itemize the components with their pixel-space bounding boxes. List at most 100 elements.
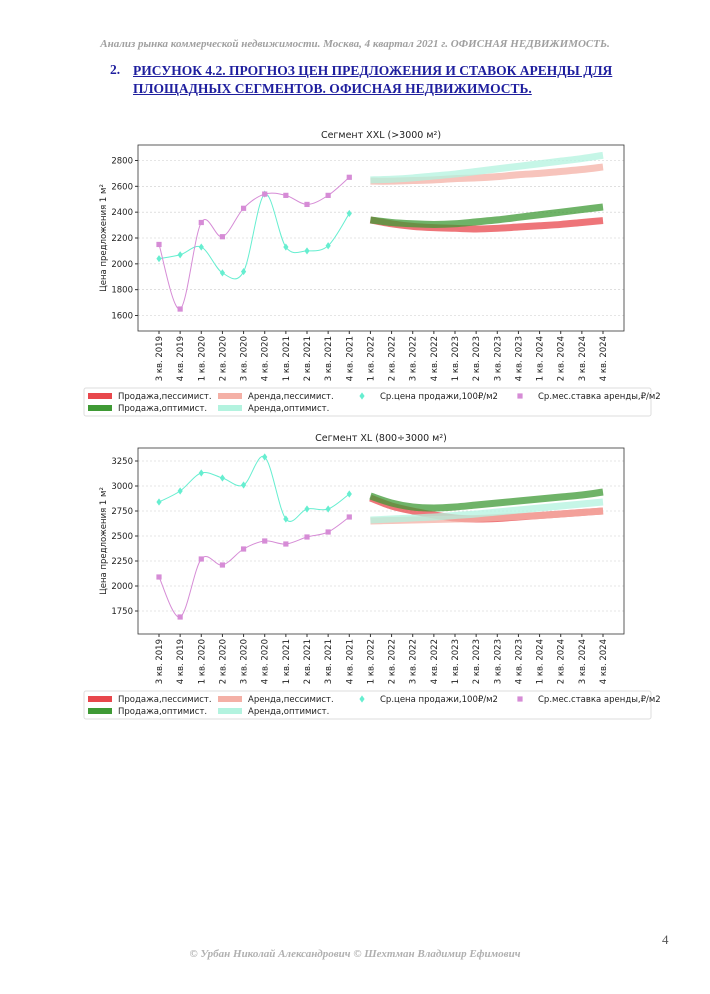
point-marker bbox=[240, 546, 247, 552]
x-tick-label: 4 кв. 2020 bbox=[261, 639, 271, 684]
point-marker bbox=[177, 306, 183, 312]
legend-label: Аренда,пессимист. bbox=[248, 695, 334, 705]
point-marker bbox=[240, 267, 247, 276]
point-marker bbox=[240, 205, 247, 211]
x-tick-label: 4 кв. 2023 bbox=[514, 639, 524, 684]
legend-marker bbox=[517, 696, 523, 702]
point-marker bbox=[219, 269, 226, 277]
x-tick-label: 3 кв. 2020 bbox=[240, 639, 250, 684]
point-marker bbox=[325, 529, 331, 535]
point-marker bbox=[219, 474, 226, 482]
point-marker bbox=[325, 242, 331, 250]
legend-marker bbox=[517, 393, 523, 399]
x-tick-label: 1 кв. 2021 bbox=[282, 639, 292, 684]
point-marker bbox=[198, 219, 204, 226]
y-tick-label: 3250 bbox=[111, 457, 133, 467]
x-tick-label: 2 кв. 2022 bbox=[388, 336, 398, 381]
point-marker bbox=[283, 515, 289, 523]
x-tick-label: 4 кв. 2021 bbox=[345, 336, 355, 381]
legend-swatch bbox=[88, 696, 112, 702]
legend-label: Ср.мес.ставка аренды,₽/м2 bbox=[538, 695, 661, 705]
legend-label: Аренда,оптимист. bbox=[248, 707, 329, 717]
point-marker bbox=[283, 541, 289, 547]
legend-label: Ср.цена продажи,100₽/м2 bbox=[380, 392, 498, 402]
legend-swatch bbox=[218, 696, 242, 702]
x-tick-label: 2 кв. 2023 bbox=[472, 336, 482, 381]
legend-label: Продажа,оптимист. bbox=[118, 707, 207, 717]
x-tick-label: 2 кв. 2024 bbox=[557, 336, 567, 381]
series-line bbox=[158, 516, 350, 618]
y-tick-label: 2200 bbox=[111, 234, 133, 244]
series-line bbox=[158, 455, 350, 522]
point-marker bbox=[156, 255, 162, 263]
legend-label: Аренда,пессимист. bbox=[248, 392, 334, 402]
legend-marker bbox=[359, 392, 365, 400]
forecast-band bbox=[369, 203, 604, 228]
x-tick-label: 3 кв. 2024 bbox=[578, 336, 588, 381]
point-marker bbox=[198, 243, 204, 251]
x-tick-label: 4 кв. 2022 bbox=[430, 336, 440, 381]
x-tick-label: 1 кв. 2023 bbox=[451, 336, 461, 381]
x-tick-label: 3 кв. 2020 bbox=[240, 336, 250, 381]
y-tick-label: 2600 bbox=[111, 182, 133, 192]
legend-swatch bbox=[88, 405, 112, 411]
x-tick-label: 1 кв. 2022 bbox=[366, 639, 376, 684]
plot-frame bbox=[137, 144, 625, 332]
legend-label: Ср.мес.ставка аренды,₽/м2 bbox=[538, 392, 661, 402]
x-tick-label: 1 кв. 2023 bbox=[451, 639, 461, 684]
point-marker bbox=[156, 241, 162, 248]
point-marker bbox=[198, 469, 204, 477]
x-tick-label: 4 кв. 2019 bbox=[176, 639, 186, 684]
running-header: Анализ рынка коммерческой недвижимости. … bbox=[100, 38, 610, 50]
footer: © Урбан Николай Александрович © Шехтман … bbox=[189, 948, 521, 960]
x-tick-label: 3 кв. 2024 bbox=[578, 639, 588, 684]
point-marker bbox=[219, 234, 226, 240]
point-marker bbox=[325, 192, 331, 198]
point-marker bbox=[283, 192, 289, 198]
point-marker bbox=[283, 243, 289, 251]
legend-marker bbox=[359, 695, 365, 703]
point-marker bbox=[346, 209, 352, 218]
plot-frame bbox=[137, 447, 625, 635]
x-tick-label: 2 кв. 2021 bbox=[303, 336, 313, 381]
legend-label: Продажа,пессимист. bbox=[118, 392, 212, 402]
point-marker bbox=[156, 574, 162, 580]
point-marker bbox=[325, 505, 331, 513]
series-line bbox=[158, 193, 350, 280]
x-tick-label: 1 кв. 2024 bbox=[536, 336, 546, 381]
x-tick-label: 4 кв. 2024 bbox=[599, 639, 609, 684]
x-tick-label: 2 кв. 2024 bbox=[557, 639, 567, 684]
x-tick-label: 3 кв. 2023 bbox=[493, 639, 503, 684]
chart-title: Сегмент XL (800÷3000 м²) bbox=[315, 433, 447, 444]
heading-number: 2. bbox=[110, 62, 121, 77]
y-tick-label: 3000 bbox=[111, 482, 133, 492]
x-tick-label: 3 кв. 2019 bbox=[155, 336, 165, 381]
y-axis-label: Цена предложения 1 м² bbox=[99, 487, 109, 595]
legend-swatch bbox=[218, 405, 242, 411]
series-line bbox=[158, 176, 350, 310]
legend-label: Ср.цена продажи,100₽/м2 bbox=[380, 695, 498, 705]
x-tick-label: 2 кв. 2022 bbox=[388, 639, 398, 684]
point-marker bbox=[262, 453, 268, 461]
x-tick-label: 4 кв. 2020 bbox=[261, 336, 271, 381]
point-marker bbox=[177, 614, 183, 620]
y-tick-label: 2750 bbox=[111, 507, 133, 517]
x-tick-label: 1 кв. 2021 bbox=[282, 336, 292, 381]
forecast-band bbox=[369, 488, 604, 512]
x-tick-label: 4 кв. 2022 bbox=[430, 639, 440, 684]
legend-label: Продажа,оптимист. bbox=[118, 404, 207, 414]
y-tick-label: 2800 bbox=[111, 157, 133, 167]
x-tick-label: 1 кв. 2020 bbox=[197, 639, 207, 684]
y-tick-label: 2250 bbox=[111, 557, 133, 567]
x-tick-label: 2 кв. 2023 bbox=[472, 639, 482, 684]
x-tick-label: 3 кв. 2019 bbox=[155, 639, 165, 684]
legend-swatch bbox=[218, 393, 242, 399]
x-tick-label: 3 кв. 2022 bbox=[409, 336, 419, 381]
point-marker bbox=[304, 534, 310, 540]
x-tick-label: 1 кв. 2022 bbox=[366, 336, 376, 381]
heading: РИСУНОК 4.2. ПРОГНОЗ ЦЕН ПРЕДЛОЖЕНИЯ И С… bbox=[133, 63, 613, 96]
x-tick-label: 3 кв. 2021 bbox=[324, 336, 334, 381]
point-marker bbox=[177, 251, 183, 259]
